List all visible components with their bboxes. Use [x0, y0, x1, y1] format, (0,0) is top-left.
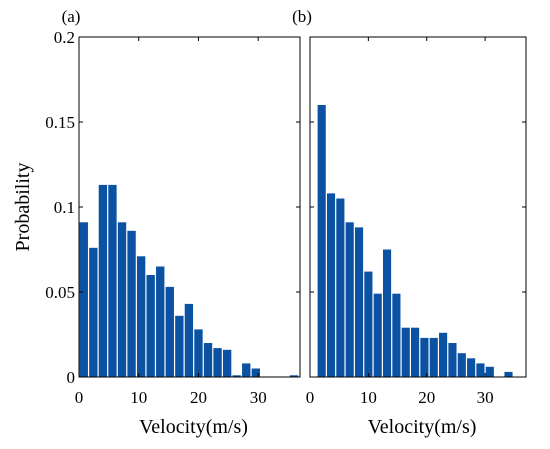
panel-a-bar	[136, 256, 146, 377]
panel-a-bar	[203, 343, 213, 377]
panel-b-bar	[467, 358, 476, 377]
y-axis-label: Probability	[12, 163, 34, 252]
panel-a-y-tick-label: 0.05	[45, 283, 75, 302]
panel-a-label: (a)	[62, 7, 81, 26]
panel-b-bar	[401, 327, 410, 377]
panel-a-y-tick-label: 0.15	[45, 113, 75, 132]
panel-a-y-tick-label: 0	[67, 368, 76, 387]
panel-b-label: (b)	[292, 7, 312, 26]
panel-a-bar	[232, 375, 241, 377]
panel-a-bar	[251, 368, 260, 377]
panel-b-bar	[485, 366, 494, 377]
panel-b-bar	[411, 327, 420, 377]
panel-a-bar	[289, 375, 299, 377]
panel-b-bar	[354, 227, 364, 377]
panel-b-bar	[457, 353, 466, 377]
panel-b-bar	[382, 249, 392, 377]
panel-a-bar	[79, 222, 88, 377]
panel-b-x-axis-label: Velocity(m/s)	[368, 416, 477, 438]
panel-a-bar	[146, 275, 155, 377]
panel-a-bar	[127, 230, 136, 377]
panel-a-x-tick-label: 30	[250, 388, 267, 407]
panel-a-bar	[156, 266, 165, 377]
panel-a-bar	[242, 363, 251, 377]
panel-a-bar	[89, 247, 98, 377]
panel-b-bar	[429, 337, 438, 377]
panel-a-bar	[165, 286, 174, 377]
panel-b-x-tick-label: 20	[418, 388, 435, 407]
panel-b-bar	[476, 363, 485, 377]
panel-a-bar	[117, 222, 127, 377]
panel-b-bar	[420, 337, 429, 377]
panel-a-x-tick-label: 0	[75, 388, 84, 407]
panel-a-x-tick-label: 10	[130, 388, 147, 407]
panel-b-bar	[504, 371, 513, 377]
panel-a-bar	[98, 184, 108, 377]
panel-a-x-tick-label: 20	[190, 388, 207, 407]
panel-a-bar	[194, 329, 203, 377]
panel-b-bar	[345, 222, 354, 377]
panel-b-x-tick-label: 0	[306, 388, 315, 407]
panel-a-y-tick-label: 0.2	[54, 28, 75, 47]
panel-a-bar	[108, 184, 117, 377]
panel-b-bar	[317, 105, 326, 377]
panel-a-x-axis-label: Velocity(m/s)	[139, 416, 248, 438]
panel-b-bar	[439, 332, 448, 377]
panel-b-bar	[373, 293, 382, 377]
panel-b-x-tick-label: 10	[360, 388, 377, 407]
panel-a-bar	[213, 348, 222, 377]
panel-b-bar	[336, 198, 345, 377]
panel-a-bar	[175, 315, 184, 377]
panel-b-bar	[392, 293, 401, 377]
panel-a-bar	[184, 303, 194, 377]
panel-a-y-tick-label: 0.1	[54, 198, 75, 217]
panel-a-bar	[222, 349, 232, 377]
panel-b-bar	[448, 343, 457, 377]
panel-b-bar	[326, 193, 336, 377]
panel-b-bar	[364, 271, 373, 377]
panel-b-x-tick-label: 30	[477, 388, 494, 407]
